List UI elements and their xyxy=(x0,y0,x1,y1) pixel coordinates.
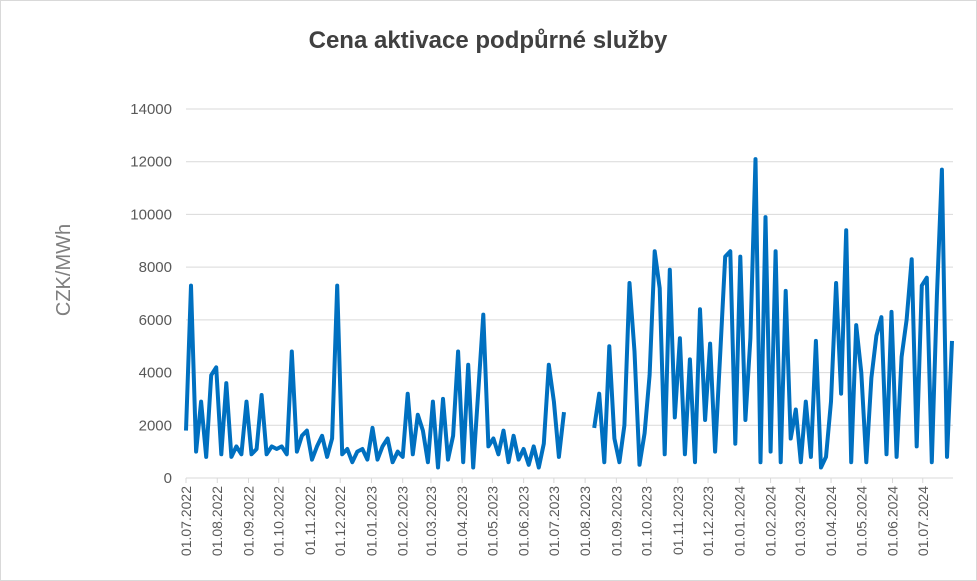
x-tick-label: 01.02.2024 xyxy=(763,486,779,556)
x-tick-label: 01.09.2023 xyxy=(608,486,624,556)
y-tick-label: 8000 xyxy=(139,259,172,276)
y-tick-label: 14000 xyxy=(130,101,172,118)
y-tick-label: 10000 xyxy=(130,206,172,223)
x-tick-label: 01.06.2024 xyxy=(885,486,901,556)
x-tick-label: 01.03.2024 xyxy=(792,486,808,556)
x-tick-label: 01.09.2022 xyxy=(240,486,256,556)
x-tick-label: 01.03.2023 xyxy=(423,486,439,556)
x-tick-label: 01.12.2022 xyxy=(332,486,348,556)
line-series xyxy=(184,157,954,470)
y-axis-label: CZK/MWh xyxy=(53,224,75,316)
y-tick-label: 4000 xyxy=(139,365,172,382)
x-tick-label: 01.07.2024 xyxy=(915,486,931,556)
x-tick-label: 01.04.2024 xyxy=(823,486,839,556)
x-tick-label: 01.11.2022 xyxy=(302,486,318,555)
x-tick-label: 01.05.2024 xyxy=(853,486,869,556)
y-tick-label: 12000 xyxy=(130,154,172,171)
x-tick-label: 01.08.2022 xyxy=(209,486,225,556)
x-tick-label: 01.01.2023 xyxy=(363,486,379,556)
y-tick-label: 0 xyxy=(164,470,172,487)
x-tick-label: 01.08.2023 xyxy=(577,486,593,556)
x-tick-label: 01.11.2023 xyxy=(670,486,686,555)
x-tick-label: 01.05.2023 xyxy=(484,486,500,556)
x-tick-label: 01.07.2022 xyxy=(178,486,194,556)
x-tick-label: 01.10.2023 xyxy=(639,486,655,556)
x-tick-label: 01.12.2023 xyxy=(700,486,716,556)
y-tick-label: 6000 xyxy=(139,312,172,329)
x-tick-label: 01.02.2023 xyxy=(395,486,411,556)
chart-title: Cena aktivace podpůrné služby xyxy=(309,27,668,54)
x-tick-label: 01.04.2023 xyxy=(454,486,470,556)
x-tick-label: 01.01.2024 xyxy=(731,486,747,556)
x-tick-label: 01.07.2023 xyxy=(546,486,562,556)
x-tick-label: 01.06.2023 xyxy=(516,486,532,556)
x-tick-label: 01.10.2022 xyxy=(271,486,287,556)
y-tick-label: 2000 xyxy=(139,417,172,434)
